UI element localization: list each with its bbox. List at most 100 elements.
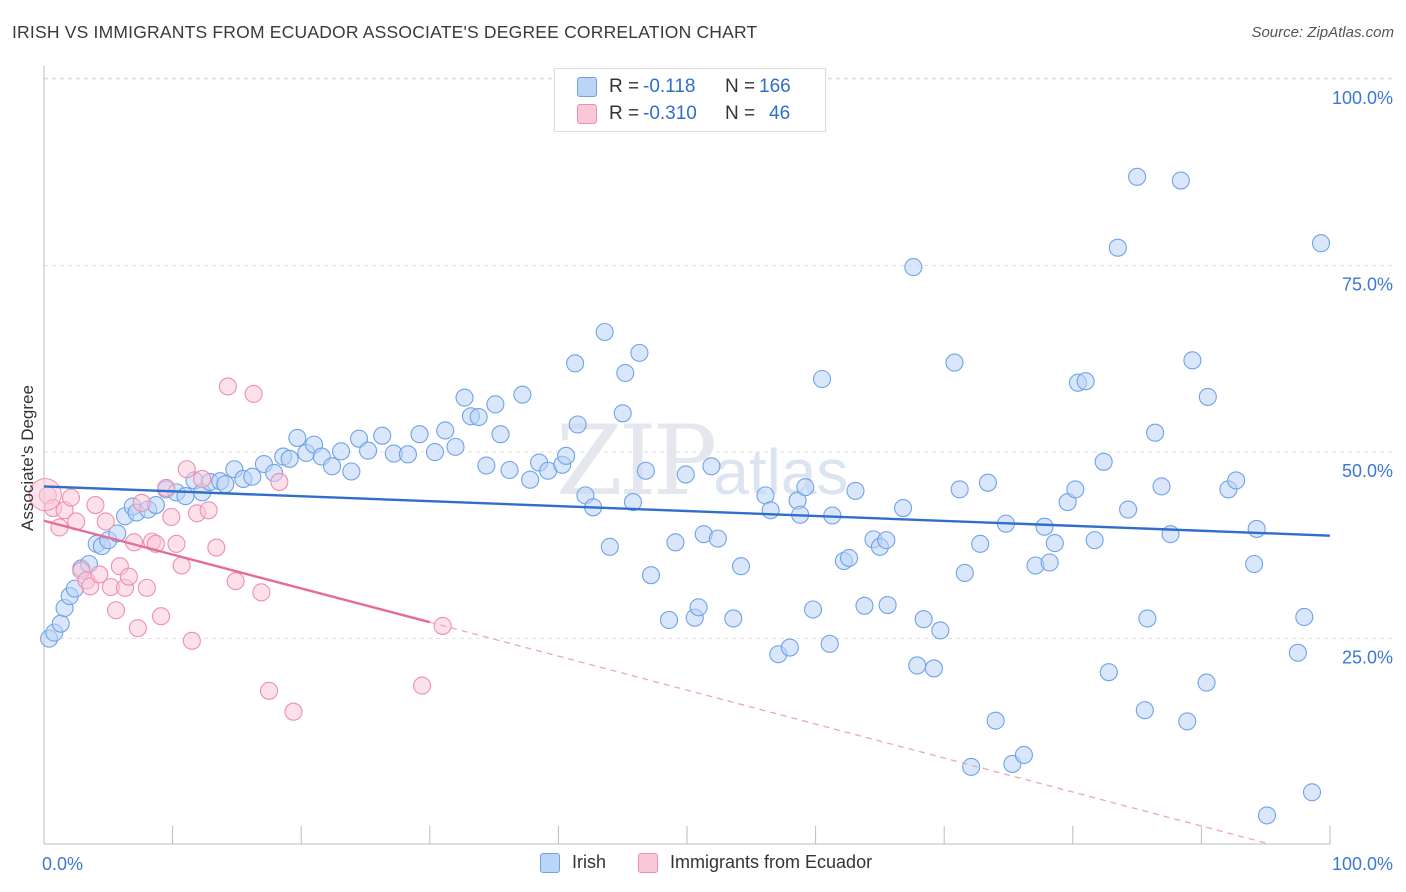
irish-point: [521, 470, 540, 489]
irish-point: [1014, 745, 1033, 765]
ecuador-point: [167, 534, 186, 553]
irish-point: [731, 557, 751, 576]
irish-point: [724, 609, 743, 628]
irish-point: [1135, 701, 1154, 720]
irish-point: [630, 343, 649, 362]
ecuador-point: [61, 488, 81, 507]
irish-point: [373, 426, 392, 445]
irish-point: [500, 460, 519, 480]
irish-point: [323, 457, 342, 476]
irish-point: [513, 385, 532, 404]
x-tick-label: 0.0%: [42, 854, 83, 874]
irish-point: [636, 461, 655, 480]
correlation-legend: R = -0.118 N = 166 R = -0.310 N = 46: [554, 68, 826, 132]
irish-point: [410, 425, 429, 444]
irish-point: [1227, 471, 1246, 490]
y-tick-label: 75.0%: [1342, 275, 1393, 295]
irish-point: [568, 415, 587, 434]
irish-point: [971, 534, 990, 553]
r-value: -0.310: [643, 103, 697, 124]
irish-point: [1198, 387, 1217, 406]
irish-point: [332, 442, 351, 461]
irish-point: [1152, 477, 1171, 496]
n-label: N =: [725, 76, 756, 97]
ecuador-point: [132, 493, 151, 512]
ecuador-swatch: [638, 852, 659, 873]
irish-point: [924, 659, 943, 678]
irish-point: [1311, 234, 1331, 253]
irish-point: [469, 407, 488, 427]
ecuador-point: [182, 631, 201, 650]
irish-point: [51, 614, 70, 633]
irish-point: [820, 634, 839, 653]
ecuador-point: [270, 472, 289, 491]
chart-title: IRISH VS IMMIGRANTS FROM ECUADOR ASSOCIA…: [12, 22, 758, 42]
irish-point: [945, 353, 964, 372]
irish-point: [1138, 609, 1157, 628]
irish-point: [676, 465, 695, 484]
irish-point: [566, 354, 585, 373]
irish-point: [1146, 423, 1165, 442]
r-value: -0.118: [643, 76, 696, 97]
ecuador-point: [119, 567, 138, 586]
ecuador-trend-line: [43, 519, 431, 624]
legend-label-irish: Irish: [572, 852, 607, 872]
ecuador-swatch: [577, 104, 597, 124]
irish-point: [855, 596, 874, 615]
irish-point: [955, 563, 974, 582]
irish-point: [477, 456, 496, 475]
ecuador-point: [413, 676, 432, 695]
irish-point: [616, 363, 635, 383]
irish-point: [1257, 806, 1277, 825]
irish-trend-line: [43, 485, 1331, 537]
irish-point: [986, 711, 1005, 730]
y-tick-label: 50.0%: [1342, 461, 1393, 481]
n-label: N =: [725, 103, 756, 124]
ecuador-point: [226, 572, 245, 591]
ecuador-point: [199, 501, 218, 520]
irish-point: [904, 258, 923, 277]
irish-point: [1302, 783, 1322, 802]
irish-point: [846, 481, 865, 500]
irish-point: [1119, 500, 1138, 519]
ecuador-point: [177, 460, 196, 479]
irish-point: [914, 610, 933, 629]
r-label: R =: [609, 76, 640, 97]
irish-point: [1183, 351, 1202, 370]
irish-point: [878, 595, 897, 615]
irish-point: [425, 443, 444, 462]
irish-point: [216, 475, 235, 494]
ecuador-point: [207, 538, 226, 557]
irish-point: [1108, 238, 1127, 257]
irish-point: [613, 404, 632, 423]
irish-point: [1197, 673, 1216, 692]
legend-row-irish: R = -0.118 N = 166: [577, 75, 791, 99]
legend-item-irish[interactable]: Irish: [540, 852, 606, 873]
ecuador-point: [86, 496, 105, 515]
irish-point: [839, 548, 859, 568]
irish-point: [708, 529, 727, 548]
ecuador-point: [157, 478, 176, 497]
irish-point: [659, 610, 679, 629]
ecuador-point: [151, 607, 171, 626]
legend-item-ecuador[interactable]: Immigrants from Ecuador: [638, 852, 872, 873]
irish-swatch: [540, 852, 560, 873]
irish-point: [978, 473, 997, 492]
y-tick-label: 100.0%: [1332, 88, 1393, 108]
irish-point: [1085, 531, 1104, 550]
irish-point: [950, 480, 969, 499]
irish-point: [1040, 553, 1059, 572]
irish-swatch: [577, 77, 597, 97]
n-value: 166: [759, 76, 791, 97]
irish-point: [1045, 534, 1064, 553]
irish-point: [1178, 712, 1197, 731]
irish-point: [908, 656, 927, 675]
n-value: 46: [769, 103, 791, 124]
ecuador-point: [162, 507, 181, 527]
irish-point: [1171, 171, 1190, 190]
y-tick-label: 25.0%: [1342, 648, 1393, 668]
irish-point: [288, 428, 307, 447]
irish-point: [877, 531, 896, 550]
irish-point: [359, 441, 378, 460]
series-legend: Irish Immigrants from Ecuador: [540, 852, 904, 873]
